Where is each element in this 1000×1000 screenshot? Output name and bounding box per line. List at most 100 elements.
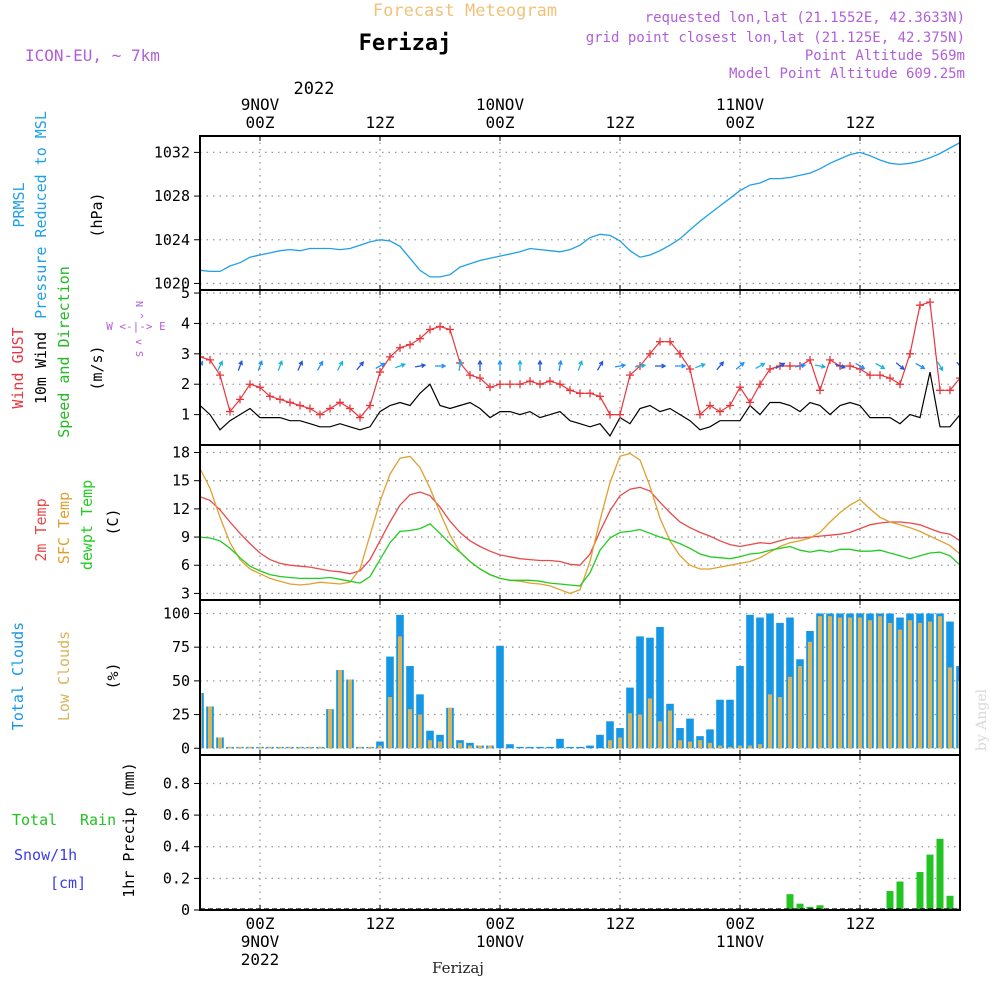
y-tick-label: 0.4 bbox=[163, 838, 190, 856]
gust-marker bbox=[956, 374, 960, 383]
total-clouds-bar bbox=[566, 746, 574, 749]
ylabel-unit: (hPa) bbox=[88, 192, 106, 237]
gust-marker bbox=[256, 383, 264, 392]
panel-temperature: 3 6 9 12 15 18 2m Temp SFC Temp dewpt Temp (C) bbox=[32, 444, 961, 602]
low-clouds-bar bbox=[418, 714, 422, 749]
gust-marker bbox=[886, 374, 894, 383]
gust-marker bbox=[816, 386, 824, 395]
gust-marker bbox=[826, 355, 834, 364]
gust-marker bbox=[296, 401, 304, 410]
gust-marker bbox=[216, 371, 224, 380]
low-clouds-bar bbox=[818, 616, 822, 749]
y-tick-label: 6 bbox=[181, 556, 190, 574]
gust-marker bbox=[536, 380, 544, 389]
low-clouds-bar bbox=[298, 746, 302, 749]
gust-marker bbox=[936, 386, 944, 395]
total-clouds-bar bbox=[776, 622, 784, 749]
bottom-date-label: 9NOV bbox=[241, 932, 280, 951]
wind-direction-arrow bbox=[414, 363, 427, 369]
gust-marker bbox=[586, 389, 594, 398]
wind-direction-arrow bbox=[915, 362, 926, 370]
low-clouds-bar bbox=[438, 741, 442, 749]
ylabel-line: Low Clouds bbox=[55, 631, 73, 721]
total-clouds-bar bbox=[636, 636, 644, 749]
wind-plot-area bbox=[200, 298, 960, 437]
gust-marker bbox=[376, 368, 384, 377]
total-clouds-bar bbox=[576, 746, 584, 749]
gust-marker bbox=[576, 389, 584, 398]
low-clouds-bar bbox=[948, 667, 952, 749]
total-clouds-bar bbox=[376, 741, 384, 749]
ylabel-line: Pressure Reduced to MSL bbox=[32, 111, 50, 319]
low-clouds-bar bbox=[828, 616, 832, 749]
wind-direction-arrow bbox=[675, 363, 687, 369]
ylabel-line: Wind GUST bbox=[9, 327, 27, 408]
ylabel-unit: (C) bbox=[104, 508, 122, 535]
compass-s: v S bbox=[133, 339, 144, 357]
total-clouds-bar bbox=[516, 746, 524, 749]
gust-marker bbox=[266, 392, 274, 401]
gust-marker bbox=[876, 371, 884, 380]
low-clouds-bar bbox=[448, 707, 452, 749]
total-clouds-bar bbox=[656, 626, 664, 749]
ylabel-unit: (%) bbox=[104, 662, 122, 689]
low-clouds-bar bbox=[348, 679, 352, 749]
bottom-hour-label: 00Z bbox=[246, 914, 275, 933]
total-clouds-bar bbox=[556, 738, 564, 749]
wind-gust-line bbox=[200, 301, 960, 419]
total-clouds-bar bbox=[536, 746, 544, 749]
gust-marker bbox=[366, 401, 374, 410]
rain-bar bbox=[786, 894, 794, 910]
wind-direction-arrow bbox=[435, 363, 447, 369]
point-altitude: Point Altitude 569m bbox=[805, 48, 965, 64]
low-clouds-bar bbox=[338, 670, 342, 749]
total-clouds-bar bbox=[746, 614, 754, 749]
gust-marker bbox=[276, 395, 284, 404]
low-clouds-bar bbox=[638, 714, 642, 749]
low-clouds-bar bbox=[208, 706, 212, 749]
y-tick-label: 12 bbox=[172, 500, 190, 518]
total-clouds-bar bbox=[686, 718, 694, 749]
low-clouds-bar bbox=[678, 740, 682, 749]
sfc-temp-line bbox=[200, 452, 960, 595]
wind-direction-arrow bbox=[956, 361, 960, 370]
low-clouds-bar bbox=[668, 710, 672, 749]
panel-border bbox=[199, 599, 961, 756]
total-clouds-bar bbox=[716, 699, 724, 749]
low-clouds-bar bbox=[458, 742, 462, 749]
total-clouds-bar bbox=[586, 745, 594, 749]
top-hour-label: 00Z bbox=[246, 113, 275, 132]
gust-marker bbox=[516, 380, 524, 389]
footer-location: Ferizaj bbox=[432, 959, 484, 977]
low-clouds-bar bbox=[368, 746, 372, 749]
gust-marker bbox=[756, 380, 764, 389]
y-tick-label: 5 bbox=[181, 284, 190, 302]
ylabel-line: dewpt Temp bbox=[78, 480, 96, 570]
low-clouds-bar bbox=[878, 616, 882, 749]
panel-border bbox=[199, 135, 961, 291]
gust-marker bbox=[546, 377, 554, 386]
low-clouds-bar bbox=[858, 617, 862, 749]
gust-marker bbox=[436, 322, 444, 331]
wind-direction-arrow bbox=[775, 362, 786, 370]
low-clouds-bar bbox=[468, 745, 472, 749]
y-tick-label: 2 bbox=[181, 375, 190, 393]
low-clouds-bar bbox=[758, 744, 762, 749]
gust-marker bbox=[676, 349, 684, 358]
total-clouds-bar bbox=[676, 728, 684, 749]
low-clouds-bar bbox=[728, 746, 732, 749]
y-tick-label: 0.2 bbox=[163, 869, 190, 887]
low-clouds-bar bbox=[488, 745, 492, 749]
y-tick-label: 9 bbox=[181, 528, 190, 546]
low-clouds-bar bbox=[618, 737, 622, 749]
gust-marker bbox=[896, 380, 904, 389]
location-title: Ferizaj bbox=[359, 31, 452, 56]
bottom-date-label: 10NOV bbox=[476, 932, 525, 951]
ylabel-unit: (m/s) bbox=[88, 345, 106, 390]
panel-border bbox=[199, 754, 961, 911]
gust-marker bbox=[236, 395, 244, 404]
y-tick-label: 25 bbox=[172, 706, 190, 724]
